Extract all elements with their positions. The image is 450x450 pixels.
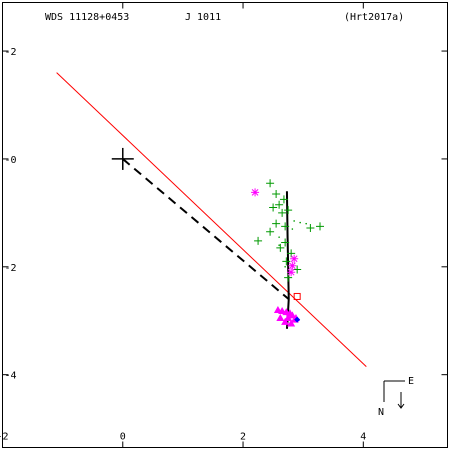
plus-observation [254,236,263,245]
reference-code: (Hrt2017a) [344,12,404,23]
periastron-dashed-line [122,158,290,300]
dot-observation [278,236,280,238]
plus-observation [306,223,315,232]
plus-observation [276,243,285,252]
observation-points [251,179,325,327]
triangle-observation [276,314,285,322]
dot-observation [299,221,301,224]
y-tick-label: -4 [5,371,17,382]
plus-observation [281,222,290,231]
dot-observation [291,228,294,230]
wds-id: WDS 11128+0453 [45,12,129,23]
compass: E N [378,376,414,418]
x-tick-label: 4 [360,432,366,443]
square-observation [293,292,301,300]
dot-observation [293,220,295,222]
asterisk-observation [287,268,296,277]
triangle-observation [284,314,293,322]
motion-arrow-head [397,403,405,409]
plus-observation [272,189,281,198]
y-tick-label: -2 [5,263,17,274]
plus-observation [269,203,278,212]
plus-observation [281,238,290,247]
dot-observation [305,222,307,225]
plus-observation [284,206,293,215]
triangle-observation [281,317,290,325]
triangle-observation [287,319,296,327]
compass-north-label: N [378,407,384,418]
y-tick-label: -2 [5,47,17,58]
plus-observation [316,222,325,231]
plus-observation [293,265,302,274]
y-tick-label: -0 [5,155,17,166]
dot-observation [278,244,280,247]
discoverer-code: J 1011 [185,12,221,23]
x-tick-label: -2 [0,432,9,443]
plus-observation [278,208,287,217]
line-of-nodes [56,72,367,367]
asterisk-observation [288,261,297,270]
plus-observation [282,257,291,266]
plus-observation [272,219,281,228]
diamond-observation [294,316,301,323]
asterisk-observation [251,188,260,197]
plus-observation [275,200,284,209]
plus-observation [266,179,275,188]
asterisk-observation [290,254,299,263]
x-tick-label: 0 [120,432,126,443]
x-tick-label: 2 [240,432,246,443]
plus-observation [266,227,275,236]
dot-observation [284,266,286,268]
compass-east-label: E [408,376,414,387]
plus-observation [279,195,288,204]
